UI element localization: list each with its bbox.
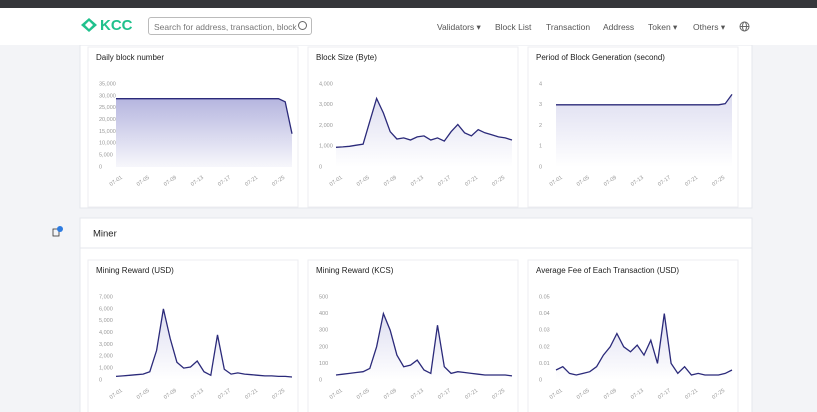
y-tick-label: 0 xyxy=(99,377,102,383)
y-tick-label: 1 xyxy=(539,144,542,150)
language-icon[interactable] xyxy=(739,21,750,32)
data-line xyxy=(335,311,513,377)
chart-card xyxy=(307,46,519,208)
chart-title: Block Size (Byte) xyxy=(316,53,377,62)
y-tick-label: 0.04 xyxy=(539,311,550,317)
y-tick-label: 0.03 xyxy=(539,328,550,334)
y-tick-label: 200 xyxy=(319,344,328,350)
chart-card xyxy=(527,259,739,412)
y-tick-label: 0.01 xyxy=(539,361,550,367)
logo-text: KCC xyxy=(100,17,133,34)
y-tick-label: 6,000 xyxy=(99,306,113,312)
y-tick-label: 25,000 xyxy=(99,105,116,111)
chart-title: Daily block number xyxy=(96,53,164,62)
y-tick-label: 0 xyxy=(319,377,322,383)
nav-item[interactable]: Address xyxy=(603,22,635,32)
y-tick-label: 2 xyxy=(539,123,542,129)
y-tick-label: 10,000 xyxy=(99,141,116,147)
y-tick-label: 7,000 xyxy=(99,294,113,300)
nav-item[interactable]: Others ▾ xyxy=(693,22,726,32)
y-tick-label: 0 xyxy=(539,164,542,170)
bookmarks-bar xyxy=(0,0,817,8)
logo[interactable]: KCC xyxy=(80,17,133,34)
y-tick-label: 35,000 xyxy=(99,81,116,87)
y-tick-label: 100 xyxy=(319,361,328,367)
y-tick-label: 0 xyxy=(319,164,322,170)
chart-title: Mining Reward (KCS) xyxy=(316,266,394,275)
nav-label: Validators xyxy=(437,22,475,32)
data-line xyxy=(555,313,733,376)
y-tick-label: 500 xyxy=(319,294,328,300)
y-tick-label: 4,000 xyxy=(99,330,113,336)
y-tick-label: 4 xyxy=(539,81,542,87)
area-fill xyxy=(556,94,732,167)
logo-icon xyxy=(81,18,97,32)
y-tick-label: 5,000 xyxy=(99,318,113,324)
y-tick-label: 1,000 xyxy=(319,144,333,150)
area-fill xyxy=(556,313,732,380)
y-tick-label: 3 xyxy=(539,102,542,108)
chart-card xyxy=(87,259,299,412)
y-tick-label: 2,000 xyxy=(319,123,333,129)
y-tick-label: 0.05 xyxy=(539,294,550,300)
y-tick-label: 3,000 xyxy=(99,342,113,348)
nav-item[interactable]: Transaction xyxy=(546,22,591,32)
area-fill xyxy=(116,308,292,380)
cursor-badge xyxy=(57,226,63,232)
area-fill xyxy=(336,98,512,167)
chart-title: Mining Reward (USD) xyxy=(96,266,174,275)
y-tick-label: 300 xyxy=(319,328,328,334)
header: KCC Search for address, transaction, blo… xyxy=(0,8,817,45)
y-tick-label: 30,000 xyxy=(99,93,116,99)
nav-item[interactable]: Block List xyxy=(495,22,532,32)
area-fill xyxy=(116,98,292,167)
section-title: Miner xyxy=(93,229,117,240)
chart-title: Average Fee of Each Transaction (USD) xyxy=(536,266,679,275)
y-tick-label: 0 xyxy=(539,377,542,383)
y-tick-label: 20,000 xyxy=(99,117,116,123)
y-tick-label: 2,000 xyxy=(99,354,113,360)
y-tick-label: 5,000 xyxy=(99,153,113,159)
y-tick-label: 0 xyxy=(99,164,102,170)
y-tick-label: 400 xyxy=(319,311,328,317)
y-tick-label: 15,000 xyxy=(99,129,116,135)
y-tick-label: 0.02 xyxy=(539,344,550,350)
data-line xyxy=(335,96,513,148)
nav-label: Others xyxy=(693,22,719,32)
y-tick-label: 1,000 xyxy=(99,366,113,372)
nav-item[interactable]: Token ▾ xyxy=(648,22,678,32)
data-line xyxy=(556,94,733,106)
chart-title: Period of Block Generation (second) xyxy=(536,53,665,62)
cursor-icon xyxy=(52,228,60,237)
y-tick-label: 3,000 xyxy=(319,102,333,108)
search-placeholder: Search for address, transaction, block xyxy=(154,22,297,32)
search-box[interactable]: Search for address, transaction, block xyxy=(148,17,312,35)
data-line xyxy=(116,98,293,134)
chart-card xyxy=(307,259,519,412)
y-tick-label: 4,000 xyxy=(319,81,333,87)
nav-label: Token xyxy=(648,22,671,32)
nav-item[interactable]: Validators ▾ xyxy=(437,22,481,32)
data-line xyxy=(115,308,293,378)
